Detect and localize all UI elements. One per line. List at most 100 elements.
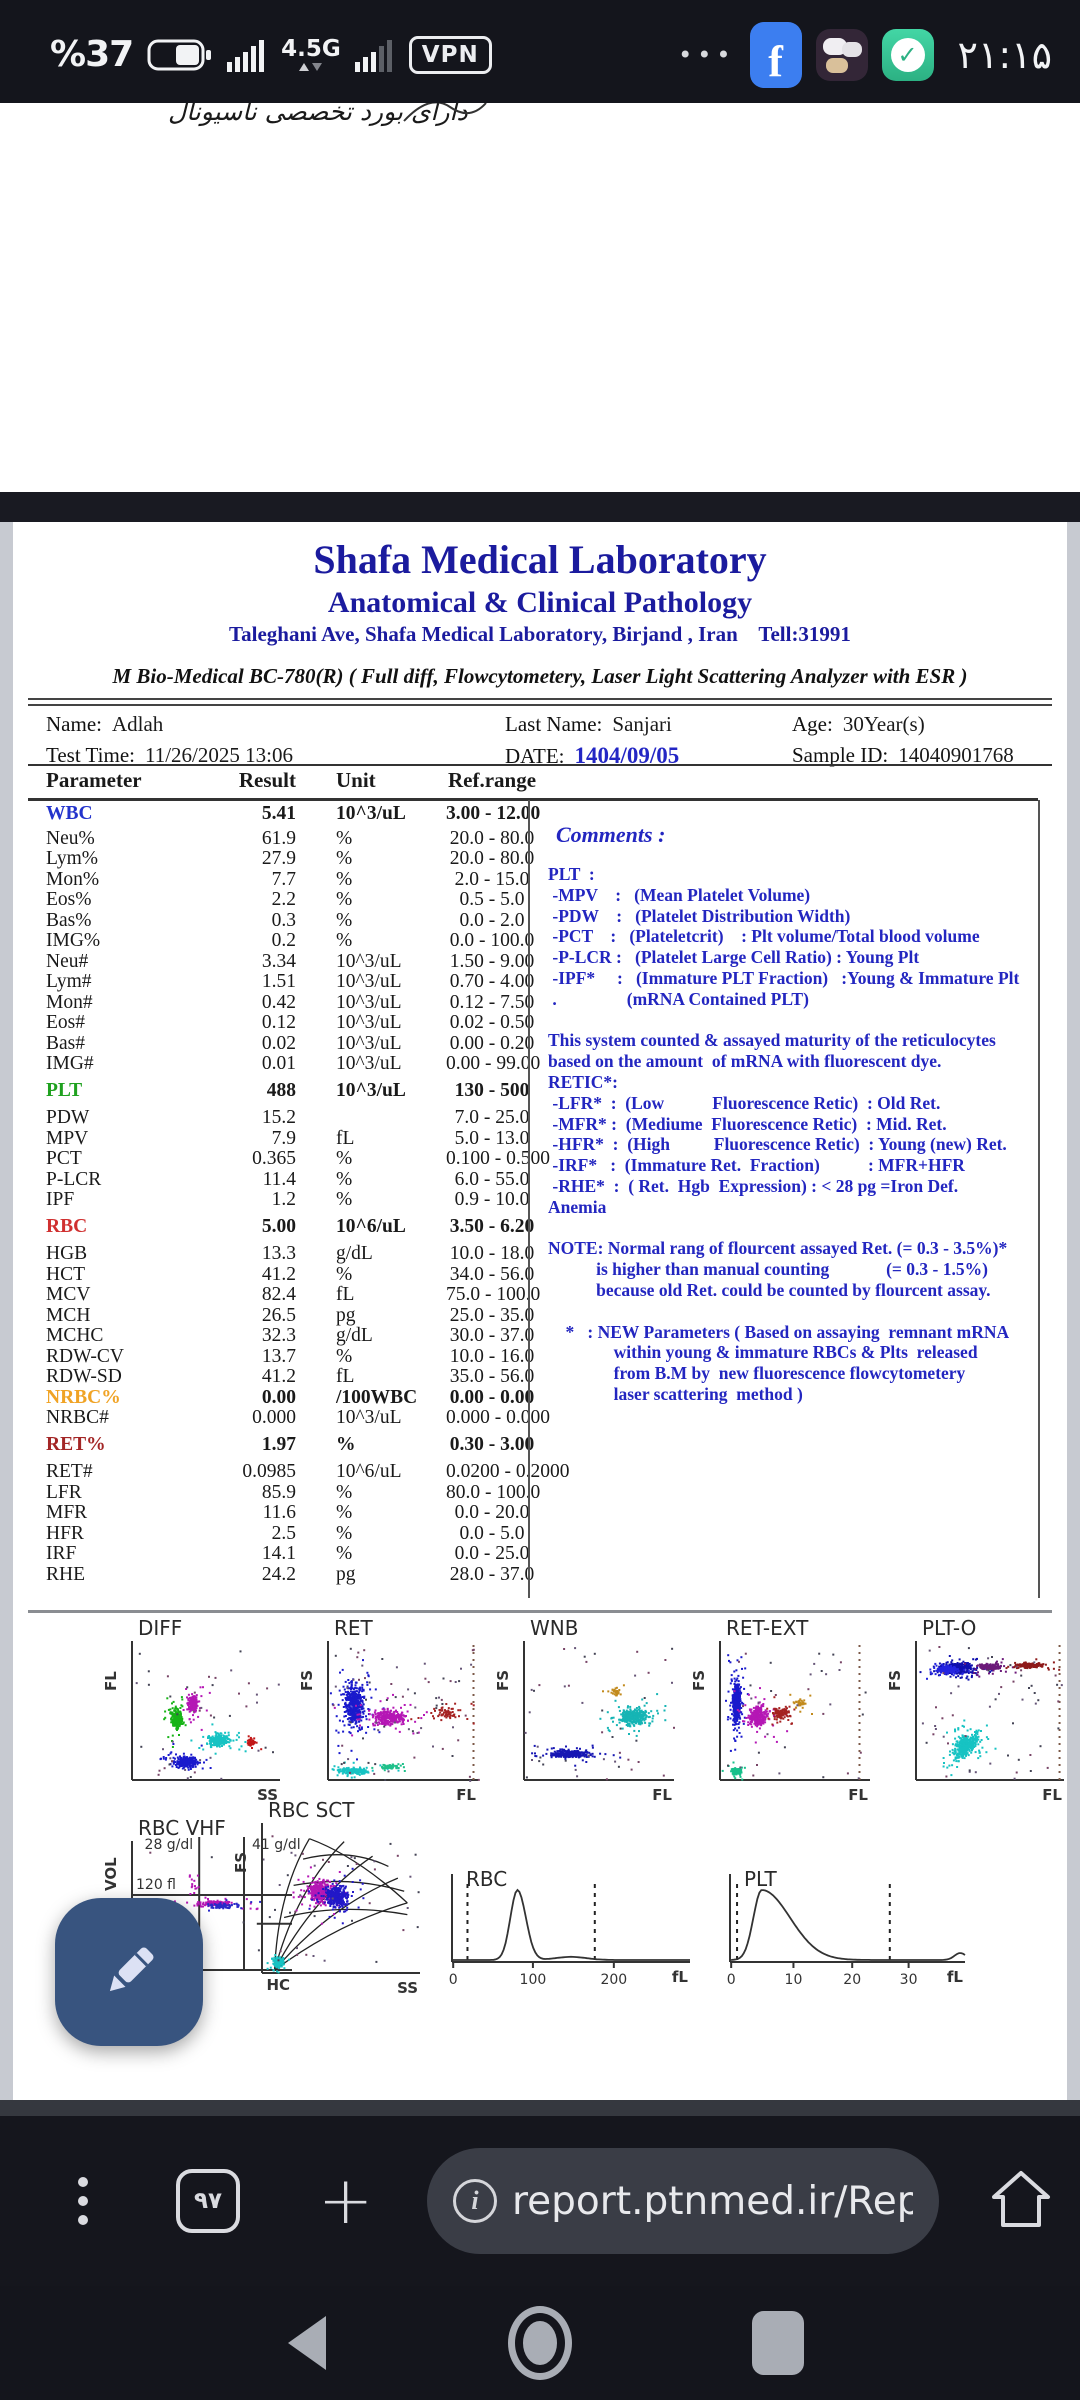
table-header: Parameter Result Unit Ref.range bbox=[36, 768, 536, 793]
table-row: RDW-CV 13.7% 10.0 - 16.0 bbox=[46, 1345, 535, 1367]
comment-line: because old Ret. could be counted by flo… bbox=[548, 1279, 991, 1300]
table-row: RBC 5.00 10^6/uL 3.50 - 6.20 bbox=[46, 1215, 535, 1237]
table-row: RDW-SD 41.2 fL 35.0 - 56.0 bbox=[46, 1366, 535, 1387]
lab-report: Shafa Medical Laboratory Anatomical & Cl… bbox=[0, 522, 1080, 2100]
network-type: 4.5G bbox=[281, 38, 341, 71]
battery-percent: %37 bbox=[50, 34, 134, 75]
analyzer-line: M Bio-Medical BC-780(R) ( Full diff, Flo… bbox=[112, 664, 968, 688]
table-row: IMG# 0.01 10^3/uL 0.00 - 99.00 bbox=[46, 1053, 541, 1074]
comment-line: This system counted & assayed maturity o… bbox=[548, 1030, 996, 1051]
nav-back-button[interactable] bbox=[288, 2316, 326, 2370]
table-row: Neu# 3.34 10^3/uL 1.50 - 9.00 bbox=[46, 950, 535, 972]
table-row: MPV 7.9 fL 5.0 - 13.0 bbox=[46, 1127, 530, 1149]
name-label: Name: bbox=[46, 712, 102, 736]
plots-separator bbox=[28, 1610, 1052, 1613]
comment-line: -HFR* : (High Fluorescence Retic) : Youn… bbox=[548, 1134, 1007, 1155]
col-result: Result bbox=[238, 768, 296, 792]
patient-last-name: Sanjari bbox=[612, 712, 672, 736]
content-bottom-strip bbox=[0, 2100, 1080, 2116]
col-ref-range: Ref.range bbox=[447, 768, 537, 792]
nav-home-button[interactable] bbox=[508, 2306, 572, 2380]
table-row: PLT 488 10^3/uL 130 - 500 bbox=[46, 1079, 530, 1101]
comment-line: -RHE* : ( Ret. Hgb Expression) : < 28 pg… bbox=[548, 1175, 959, 1196]
edit-fab[interactable] bbox=[55, 1898, 203, 2046]
messenger-notification-icon bbox=[815, 28, 868, 81]
url-text: report.ptnmed.ir/Rep bbox=[512, 2178, 913, 2224]
comment-line: -IPF* : (Immature PLT Fraction) :Young &… bbox=[548, 967, 1020, 988]
comment-line: . (mRNA Contained PLT) bbox=[548, 988, 809, 1009]
tab-switcher-button[interactable]: ۹۷ bbox=[176, 2169, 240, 2233]
table-row: RET% 1.97% 0.30 - 3.00 bbox=[46, 1433, 535, 1455]
table-comments-divider bbox=[528, 800, 530, 1598]
comment-line: RETIC*: bbox=[548, 1071, 619, 1092]
last-name-label: Last Name: bbox=[505, 712, 603, 736]
table-row: NRBC# 0.000 10^3/uL 0.000 - 0.000 bbox=[46, 1407, 550, 1428]
table-row: Mon# 0.42 10^3/uL 0.12 - 7.50 bbox=[46, 991, 535, 1013]
rule-below-header bbox=[28, 798, 1038, 801]
table-row: P-LCR 11.4% 6.0 - 55.0 bbox=[46, 1168, 530, 1190]
status-left: %37 4.5G VPN bbox=[50, 34, 492, 75]
comment-line: -MPV : (Mean Platelet Volume) bbox=[548, 884, 811, 905]
status-bar: %37 4.5G VPN ••• f bbox=[0, 0, 1080, 103]
comment-line: -IRF* : (Immature Ret. Fraction) : MFR+H… bbox=[548, 1155, 965, 1176]
table-row: Eos# 0.12 10^3/uL 0.02 - 0.50 bbox=[46, 1012, 535, 1033]
table-row: LFR 85.9% 80.0 - 100.0 bbox=[46, 1481, 541, 1503]
page-info-icon[interactable]: i bbox=[453, 2179, 497, 2223]
patient-age: 30Year(s) bbox=[842, 712, 925, 736]
table-row: PDW 15.2 7.0 - 25.0 bbox=[46, 1107, 530, 1128]
check-icon: ✓ bbox=[890, 37, 925, 72]
table-row: HCT 41.2% 34.0 - 56.0 bbox=[46, 1263, 535, 1285]
table-row: MCHC 32.3 g/dL 30.0 - 37.0 bbox=[46, 1325, 535, 1346]
data-activity-icon bbox=[299, 63, 323, 71]
table-row: MCV 82.4 fL 75.0 - 100.0 bbox=[46, 1284, 541, 1305]
comments-title: Comments : bbox=[556, 822, 666, 847]
status-right: ••• f ✓ ۲۱:۱۵ bbox=[678, 21, 1052, 88]
address-bar[interactable]: i report.ptnmed.ir/Rep bbox=[427, 2148, 939, 2254]
table-row: Bas# 0.02 10^3/uL 0.00 - 0.20 bbox=[46, 1032, 535, 1054]
results-table-body: WBC 5.41 10^3/uL 3.00 - 12.00 Neu% 61.9% 20.0 … bbox=[36, 802, 570, 1585]
table-row: NRBC% 0.00/100WBC 0.00 - 0.00 bbox=[46, 1386, 535, 1408]
vpn-badge: VPN bbox=[408, 35, 492, 74]
comment-line: laser scattering method ) bbox=[548, 1383, 803, 1404]
table-row: RHE 24.2 pg 28.0 - 37.0 bbox=[46, 1563, 535, 1585]
comment-line: -PCT : (Plateletcrit) : Plt volume/Total… bbox=[548, 926, 980, 947]
signal-strength-icon bbox=[227, 39, 265, 72]
age-label: Age: bbox=[792, 712, 833, 736]
nav-recents-button[interactable] bbox=[752, 2311, 804, 2375]
security-app-notification-icon: ✓ bbox=[881, 28, 934, 81]
page-edge-left bbox=[0, 522, 13, 2100]
table-row: Lym# 1.51 10^3/uL 0.70 - 4.00 bbox=[46, 971, 535, 992]
table-row: Neu% 61.9% 20.0 - 80.0 bbox=[46, 827, 535, 849]
signature-stroke bbox=[403, 103, 487, 122]
comment-line: * : NEW Parameters ( Based on assaying r… bbox=[548, 1321, 1010, 1342]
comment-line bbox=[548, 1010, 1034, 1031]
comment-line bbox=[548, 1301, 1034, 1322]
comment-line: within young & immature RBCs & Plts rele… bbox=[548, 1342, 978, 1363]
android-nav-bar bbox=[0, 2286, 1080, 2400]
comment-line: Anemia bbox=[548, 1196, 607, 1217]
new-tab-button[interactable]: + bbox=[318, 2162, 374, 2239]
table-row: IRF 14.1% 0.0 - 25.0 bbox=[46, 1543, 530, 1564]
comment-line: PLT : bbox=[548, 864, 595, 884]
lab-name: Shafa Medical Laboratory bbox=[313, 537, 767, 582]
comments-lines: PLT : -MPV : (Mean Platelet Volume) -PDW… bbox=[548, 864, 1034, 1405]
signal-strength-icon-sim2 bbox=[354, 39, 392, 72]
table-row: MCH 26.5 pg 25.0 - 35.0 bbox=[46, 1304, 535, 1326]
browser-home-button[interactable] bbox=[988, 2167, 1054, 2235]
table-row: RET# 0.0985 10^6/uL 0.0200 - 0.2000 bbox=[46, 1461, 570, 1482]
table-row: IPF 1.2% 0.9 - 10.0 bbox=[46, 1189, 530, 1210]
comment-line: is higher than manual counting (= 0.3 - … bbox=[548, 1259, 988, 1280]
table-row: HGB 13.3 g/dL 10.0 - 18.0 bbox=[46, 1243, 535, 1264]
rule-above-header bbox=[28, 764, 1052, 766]
comment-line bbox=[548, 1218, 1034, 1239]
comment-line: -MFR* : (Mediume Fluorescence Retic) : M… bbox=[548, 1113, 947, 1134]
double-rule bbox=[28, 698, 1052, 706]
browser-menu-button[interactable] bbox=[78, 2177, 88, 2225]
comment-line: -LFR* : (Low Fluorescence Retic) : Old R… bbox=[548, 1092, 941, 1113]
comment-line: based on the amount of mRNA with fluores… bbox=[548, 1051, 942, 1072]
table-row: PCT 0.365% 0.100 - 0.500 bbox=[46, 1148, 550, 1169]
col-parameter: Parameter bbox=[46, 768, 142, 792]
lab-address: Taleghani Ave, Shafa Medical Laboratory,… bbox=[229, 622, 851, 646]
table-row: HFR 2.5% 0.0 - 5.0 bbox=[46, 1522, 525, 1544]
